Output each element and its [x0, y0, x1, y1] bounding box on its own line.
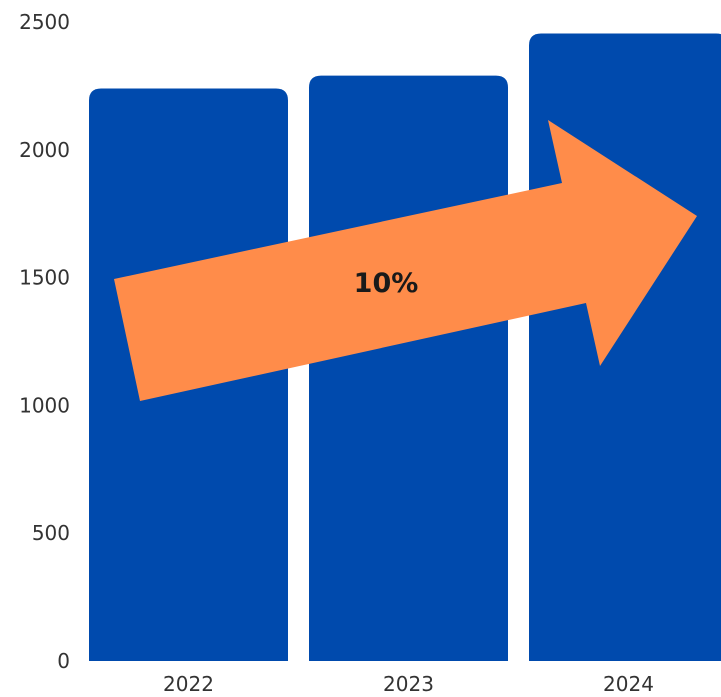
x-tick-label: 2022: [163, 672, 214, 696]
bar-2023: [309, 75, 508, 661]
y-tick-label: 500: [32, 521, 70, 545]
x-tick-label: 2024: [603, 672, 654, 696]
y-axis-ticks: 0 500 1000 1500 2000 2500: [19, 10, 70, 673]
y-tick-label: 1000: [19, 393, 70, 417]
x-tick-label: 2023: [383, 672, 434, 696]
y-tick-label: 0: [57, 649, 70, 673]
growth-percentage-label: 10%: [354, 268, 419, 299]
x-axis-ticks: 2022 2023 2024: [163, 672, 654, 696]
y-tick-label: 2500: [19, 10, 70, 34]
y-tick-label: 1500: [19, 266, 70, 290]
growth-annotation: 10%: [114, 120, 697, 401]
y-tick-label: 2000: [19, 138, 70, 162]
growth-arrow: [114, 120, 697, 401]
